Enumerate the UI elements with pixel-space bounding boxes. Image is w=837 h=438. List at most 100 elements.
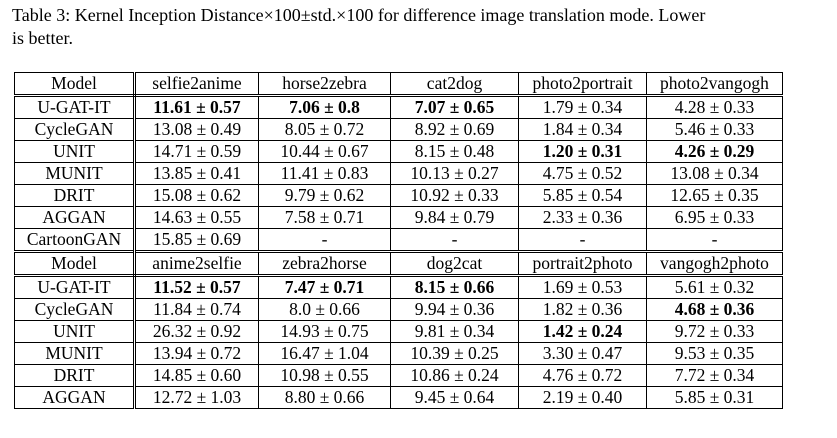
score-cell: 13.08 ± 0.34: [646, 162, 783, 185]
score-cell: 10.39 ± 0.25: [390, 342, 519, 365]
column-header-model: Model: [14, 250, 136, 277]
table-row: CycleGAN 13.08 ± 0.49 8.05 ± 0.72 8.92 ± 0.…: [14, 118, 783, 141]
score-cell: 9.84 ± 0.79: [390, 206, 519, 229]
score-cell: 11.41 ± 0.83: [258, 162, 391, 185]
caption-line-2: is better.: [12, 28, 73, 48]
score-cell: 7.72 ± 0.34: [646, 364, 783, 387]
score-cell: 7.58 ± 0.71: [258, 206, 391, 229]
score-cell: 9.45 ± 0.64: [390, 386, 519, 409]
score-cell: 1.69 ± 0.53: [518, 275, 647, 299]
score-cell: 8.80 ± 0.66: [258, 386, 391, 409]
score-cell: 8.05 ± 0.72: [258, 118, 391, 141]
cell-value-bold: 7.47 ± 0.71: [284, 277, 365, 297]
score-cell: 10.13 ± 0.27: [390, 162, 519, 185]
column-header: vangogh2photo: [646, 250, 783, 277]
column-header-model: Model: [14, 72, 136, 97]
score-cell: 14.93 ± 0.75: [258, 320, 391, 343]
cell-value-bold: 1.42 ± 0.24: [542, 321, 623, 341]
column-header: photo2vangogh: [646, 72, 783, 97]
score-cell: 8.0 ± 0.66: [258, 298, 391, 321]
model-name-cell: CartoonGAN: [14, 228, 136, 252]
model-name-cell: DRIT: [14, 184, 136, 207]
table-row: DRIT 14.85 ± 0.60 10.98 ± 0.55 10.86 ± 0.24…: [14, 364, 783, 387]
score-cell: 13.08 ± 0.49: [134, 118, 259, 141]
cell-value-bold: 8.15 ± 0.66: [414, 277, 495, 297]
score-cell: 15.08 ± 0.62: [134, 184, 259, 207]
model-name-cell: AGGAN: [14, 206, 136, 229]
score-cell: 10.92 ± 0.33: [390, 184, 519, 207]
score-cell: 11.52 ± 0.57: [134, 275, 259, 299]
caption-line-1: Table 3: Kernel Inception Distance×100±s…: [12, 5, 706, 25]
model-name-cell: CycleGAN: [14, 298, 136, 321]
table-row: AGGAN 14.63 ± 0.55 7.58 ± 0.71 9.84 ± 0.79 2…: [14, 206, 783, 229]
score-cell: 4.76 ± 0.72: [518, 364, 647, 387]
score-cell: 8.15 ± 0.66: [390, 275, 519, 299]
score-cell: 9.81 ± 0.34: [390, 320, 519, 343]
table-row: UNIT 14.71 ± 0.59 10.44 ± 0.67 8.15 ± 0.48 1…: [14, 140, 783, 163]
score-cell: -: [258, 228, 391, 252]
table-row: UNIT 26.32 ± 0.92 14.93 ± 0.75 9.81 ± 0.34 1…: [14, 320, 783, 343]
table-row: AGGAN 12.72 ± 1.03 8.80 ± 0.66 9.45 ± 0.64 2…: [14, 386, 783, 409]
score-cell: 5.85 ± 0.54: [518, 184, 647, 207]
score-cell: 4.68 ± 0.36: [646, 298, 783, 321]
table-row: MUNIT 13.94 ± 0.72 16.47 ± 1.04 10.39 ± 0.2…: [14, 342, 783, 365]
score-cell: -: [390, 228, 519, 252]
score-cell: 3.30 ± 0.47: [518, 342, 647, 365]
score-cell: 2.19 ± 0.40: [518, 386, 647, 409]
score-cell: 10.98 ± 0.55: [258, 364, 391, 387]
score-cell: 10.44 ± 0.67: [258, 140, 391, 163]
header-row: Model anime2selfie zebra2horse dog2cat portr…: [14, 250, 783, 277]
score-cell: 9.79 ± 0.62: [258, 184, 391, 207]
column-header: portrait2photo: [518, 250, 647, 277]
model-name-cell: CycleGAN: [14, 118, 136, 141]
model-name-cell: UNIT: [14, 320, 136, 343]
column-header: selfie2anime: [134, 72, 259, 97]
score-cell: 26.32 ± 0.92: [134, 320, 259, 343]
score-cell: 9.53 ± 0.35: [646, 342, 783, 365]
kid-results-table: Model selfie2anime horse2zebra cat2dog photo…: [14, 72, 783, 409]
cell-value-bold: 4.26 ± 0.29: [674, 141, 755, 161]
model-name-cell: DRIT: [14, 364, 136, 387]
score-cell: 4.28 ± 0.33: [646, 95, 783, 119]
score-cell: 8.92 ± 0.69: [390, 118, 519, 141]
model-name-cell: UNIT: [14, 140, 136, 163]
model-name-cell: AGGAN: [14, 386, 136, 409]
table-row: CycleGAN 11.84 ± 0.74 8.0 ± 0.66 9.94 ± 0.3…: [14, 298, 783, 321]
score-cell: 11.61 ± 0.57: [134, 95, 259, 119]
table-row: U-GAT-IT 11.61 ± 0.57 7.06 ± 0.8 7.07 ± 0.6…: [14, 95, 783, 119]
column-header: dog2cat: [390, 250, 519, 277]
cell-value-bold: 4.68 ± 0.36: [674, 299, 755, 319]
table-row: DRIT 15.08 ± 0.62 9.79 ± 0.62 10.92 ± 0.33 5…: [14, 184, 783, 207]
score-cell: 1.79 ± 0.34: [518, 95, 647, 119]
score-cell: 2.33 ± 0.36: [518, 206, 647, 229]
score-cell: 5.61 ± 0.32: [646, 275, 783, 299]
score-cell: 5.46 ± 0.33: [646, 118, 783, 141]
column-header: anime2selfie: [134, 250, 259, 277]
score-cell: 13.85 ± 0.41: [134, 162, 259, 185]
score-cell: 4.26 ± 0.29: [646, 140, 783, 163]
cell-value-bold: 7.06 ± 0.8: [289, 97, 360, 117]
cell-value-bold: 11.61 ± 0.57: [153, 97, 241, 117]
score-cell: 14.63 ± 0.55: [134, 206, 259, 229]
model-name-cell: MUNIT: [14, 162, 136, 185]
score-cell: 7.06 ± 0.8: [258, 95, 391, 119]
score-cell: 1.84 ± 0.34: [518, 118, 647, 141]
model-name-cell: U-GAT-IT: [14, 275, 136, 299]
score-cell: 1.42 ± 0.24: [518, 320, 647, 343]
column-header: zebra2horse: [258, 250, 391, 277]
score-cell: 1.82 ± 0.36: [518, 298, 647, 321]
cell-value-bold: 1.20 ± 0.31: [542, 141, 623, 161]
score-cell: 10.86 ± 0.24: [390, 364, 519, 387]
header-row: Model selfie2anime horse2zebra cat2dog photo…: [14, 72, 783, 97]
cell-value-bold: 7.07 ± 0.65: [414, 97, 495, 117]
score-cell: 6.95 ± 0.33: [646, 206, 783, 229]
model-name-cell: MUNIT: [14, 342, 136, 365]
column-header: horse2zebra: [258, 72, 391, 97]
score-cell: 7.07 ± 0.65: [390, 95, 519, 119]
score-cell: -: [518, 228, 647, 252]
model-name-cell: U-GAT-IT: [14, 95, 136, 119]
column-header: cat2dog: [390, 72, 519, 97]
table-body: Model selfie2anime horse2zebra cat2dog photo…: [14, 72, 783, 409]
table-row: U-GAT-IT 11.52 ± 0.57 7.47 ± 0.71 8.15 ± 0.…: [14, 275, 783, 299]
score-cell: 14.71 ± 0.59: [134, 140, 259, 163]
